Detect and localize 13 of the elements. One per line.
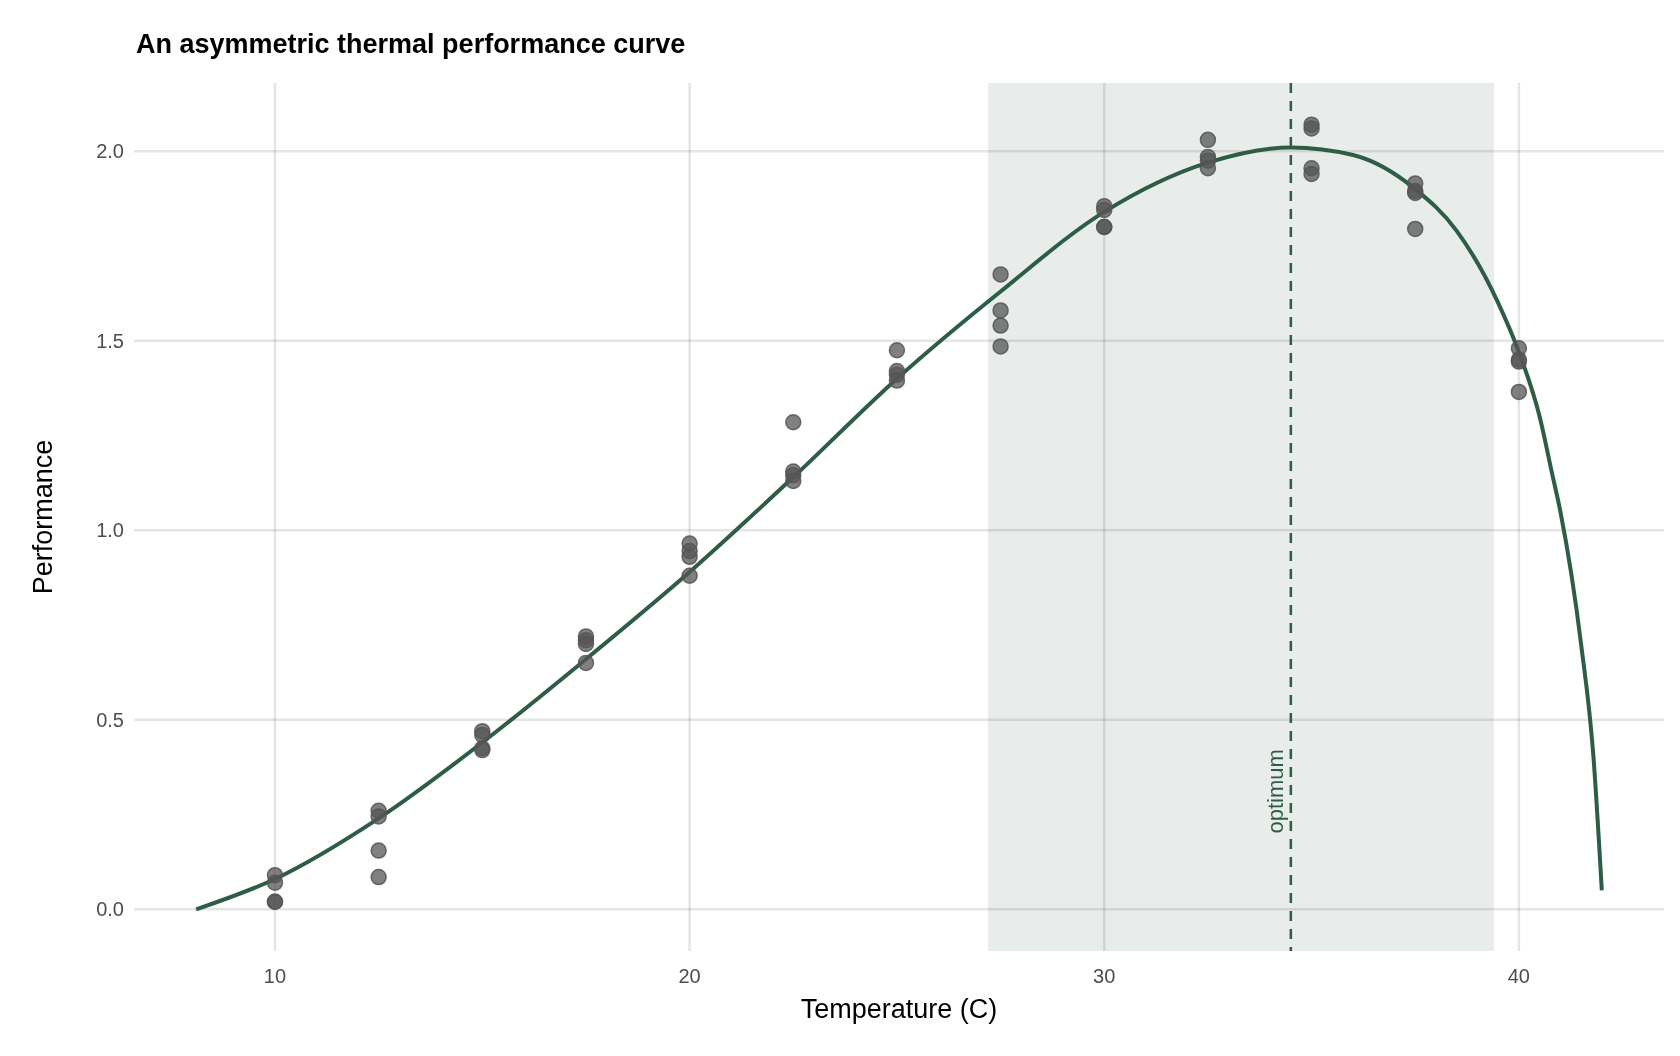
y-tick-label: 1.5 [96,329,124,352]
y-axis-title: Performance [28,439,58,595]
x-axis-title: Temperature (C) [800,994,998,1024]
y-tick-label: 0.0 [96,898,124,921]
x-tick-label: 10 [263,965,287,987]
y-tick-label: 1.0 [96,519,124,542]
ref-line-label: optimum [1262,749,1288,834]
x-tick-label: 20 [678,965,701,987]
chart-title: An asymmetric thermal performance curve [136,29,686,59]
x-tick-label: 30 [1093,965,1116,987]
y-tick-label: 0.5 [96,708,124,731]
x-tick-label: 40 [1507,965,1530,987]
y-tick-label: 2.0 [96,140,124,163]
